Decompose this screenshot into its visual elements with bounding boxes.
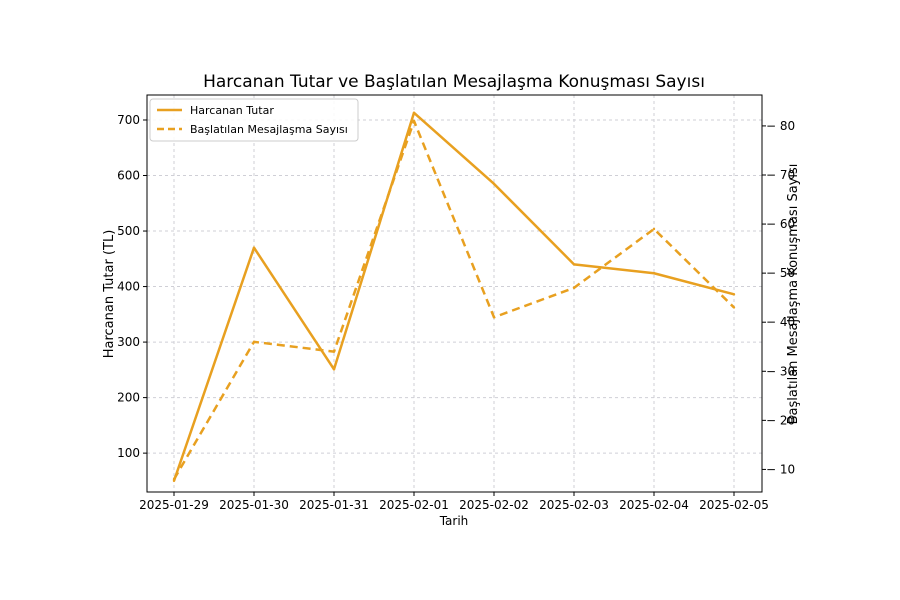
x-tick-label: 2025-01-30: [219, 498, 289, 512]
y-tick-label-left: 700: [117, 113, 140, 127]
y-tick-label-right: − 60: [766, 217, 795, 231]
data-point-series-1: [732, 306, 736, 309]
y-axis-left: 100 200 300 400 500 600 700: [117, 113, 147, 460]
x-tick-label: 2025-02-02: [459, 498, 529, 512]
y-tick-label-right: − 40: [766, 315, 795, 329]
series-line-1: [172, 119, 735, 480]
y-tick-label-left: 600: [117, 169, 140, 183]
data-point-series-1: [652, 227, 656, 231]
data-point-series-0: [732, 293, 736, 296]
series-group: [172, 111, 735, 482]
y-tick-label-right: − 10: [766, 462, 795, 476]
points-group: [172, 111, 736, 483]
data-point-series-0: [172, 479, 176, 483]
x-tick-label: 2025-02-01: [379, 498, 449, 512]
x-tick-label: 2025-01-29: [139, 498, 209, 512]
series-line-0: [172, 111, 735, 482]
x-tick-label: 2025-02-03: [539, 498, 609, 512]
legend-label-harcanan-tutar: Harcanan Tutar: [190, 104, 274, 117]
y-tick-label-left: 400: [117, 280, 140, 294]
y-tick-label-left: 100: [117, 446, 140, 460]
x-tick-label: 2025-02-04: [619, 498, 689, 512]
data-point-series-1: [412, 119, 416, 123]
data-point-series-0: [332, 368, 336, 371]
data-point-series-1: [252, 340, 256, 344]
y-tick-label-right: − 80: [766, 119, 795, 133]
legend-label-baslatilan-mesajlasma: Başlatılan Mesajlaşma Sayısı: [190, 123, 348, 136]
data-point-series-1: [332, 350, 336, 353]
y-tick-label-right: − 50: [766, 266, 795, 280]
y-axis-label-left: Harcanan Tutar (TL): [102, 230, 117, 359]
y-tick-label-right: − 30: [766, 364, 795, 378]
data-point-series-0: [412, 111, 416, 114]
x-axis: 2025-01-29 2025-01-30 2025-01-31 2025-02-01…: [139, 492, 769, 512]
legend: Harcanan Tutar Başlatılan Mesajlaşma Say…: [149, 98, 359, 142]
data-point-series-0: [492, 182, 496, 186]
legend-box: [149, 98, 359, 142]
x-tick-label: 2025-01-31: [299, 498, 369, 512]
y-tick-label-left: 300: [117, 335, 140, 349]
data-point-series-1: [492, 316, 496, 319]
grid: [147, 95, 762, 492]
y-tick-label-right: − 70: [766, 168, 795, 182]
data-point-series-0: [652, 272, 656, 275]
data-point-series-0: [572, 263, 576, 266]
chart-title: Harcanan Tutar ve Başlatılan Mesajlaşma …: [203, 72, 705, 92]
y-axis-right: − 10 − 20 − 30 − 40 − 50 − 60 − 70 − 80: [762, 119, 795, 476]
plot-frame: [146, 94, 763, 493]
data-point-series-1: [172, 478, 176, 481]
x-tick-label: 2025-02-05: [699, 498, 769, 512]
data-point-series-1: [572, 286, 576, 290]
y-tick-label-left: 200: [117, 391, 140, 405]
y-tick-label-left: 500: [117, 224, 140, 238]
y-axis-label-right: Başlatılan Mesajlaşma Konuşması Sayısı: [786, 164, 801, 425]
y-tick-label-right: − 20: [766, 413, 795, 427]
x-axis-label: Tarih: [439, 514, 469, 528]
data-point-series-0: [252, 246, 256, 249]
